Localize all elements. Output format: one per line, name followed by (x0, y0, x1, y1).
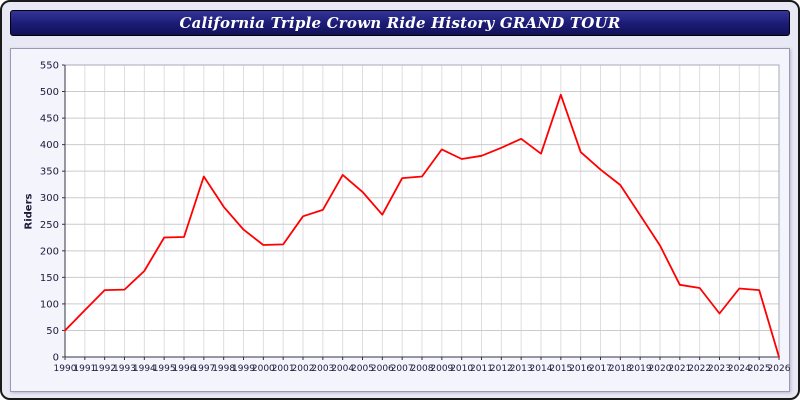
svg-text:1998: 1998 (212, 364, 235, 374)
svg-text:2023: 2023 (708, 364, 731, 374)
svg-text:150: 150 (40, 273, 59, 284)
svg-text:200: 200 (40, 246, 59, 257)
svg-text:2011: 2011 (470, 364, 493, 374)
svg-text:100: 100 (40, 299, 59, 310)
svg-text:2019: 2019 (629, 364, 652, 374)
svg-text:1999: 1999 (232, 364, 255, 374)
svg-text:2005: 2005 (351, 364, 374, 374)
chart-panel: Riders 0 50 100 150 200 250 300 350 400 450 500 550… (10, 48, 791, 392)
svg-text:2010: 2010 (450, 364, 473, 374)
svg-text:300: 300 (40, 193, 59, 204)
svg-text:2015: 2015 (549, 364, 572, 374)
svg-text:2009: 2009 (430, 364, 453, 374)
svg-text:2012: 2012 (490, 364, 513, 374)
svg-text:2004: 2004 (331, 364, 354, 374)
svg-text:350: 350 (40, 167, 59, 178)
svg-text:50: 50 (46, 326, 59, 337)
svg-text:2026: 2026 (768, 364, 791, 374)
svg-text:0: 0 (53, 353, 59, 364)
svg-text:2003: 2003 (311, 364, 334, 374)
svg-text:2002: 2002 (292, 364, 315, 374)
svg-text:250: 250 (40, 220, 59, 231)
svg-text:400: 400 (40, 140, 59, 151)
svg-text:550: 550 (40, 61, 59, 72)
svg-text:2006: 2006 (371, 364, 394, 374)
svg-text:2016: 2016 (569, 364, 592, 374)
svg-text:2008: 2008 (411, 364, 434, 374)
svg-text:2007: 2007 (391, 364, 414, 374)
chart-title-bar: California Triple Crown Ride History GRA… (10, 10, 790, 36)
svg-text:2017: 2017 (589, 364, 612, 374)
svg-text:1994: 1994 (133, 364, 156, 374)
svg-text:1996: 1996 (173, 364, 196, 374)
svg-text:1993: 1993 (113, 364, 136, 374)
svg-text:2022: 2022 (688, 364, 711, 374)
svg-text:1997: 1997 (192, 364, 215, 374)
svg-text:1990: 1990 (54, 364, 77, 374)
svg-text:2001: 2001 (272, 364, 295, 374)
svg-text:1991: 1991 (73, 364, 96, 374)
svg-text:2014: 2014 (530, 364, 553, 374)
y-axis-label: Riders (23, 193, 35, 230)
svg-text:2018: 2018 (609, 364, 632, 374)
svg-text:1992: 1992 (93, 364, 116, 374)
svg-text:500: 500 (40, 87, 59, 98)
svg-text:2000: 2000 (252, 364, 275, 374)
svg-text:2021: 2021 (668, 364, 691, 374)
svg-text:1995: 1995 (153, 364, 176, 374)
svg-text:2013: 2013 (510, 364, 533, 374)
chart-title: California Triple Crown Ride History GRA… (179, 14, 621, 32)
chart-svg: 0501001502002503003504004505005501990199… (40, 61, 791, 375)
svg-text:2024: 2024 (728, 364, 751, 374)
svg-text:2020: 2020 (649, 364, 672, 374)
svg-text:450: 450 (40, 114, 59, 125)
svg-text:2025: 2025 (748, 364, 771, 374)
